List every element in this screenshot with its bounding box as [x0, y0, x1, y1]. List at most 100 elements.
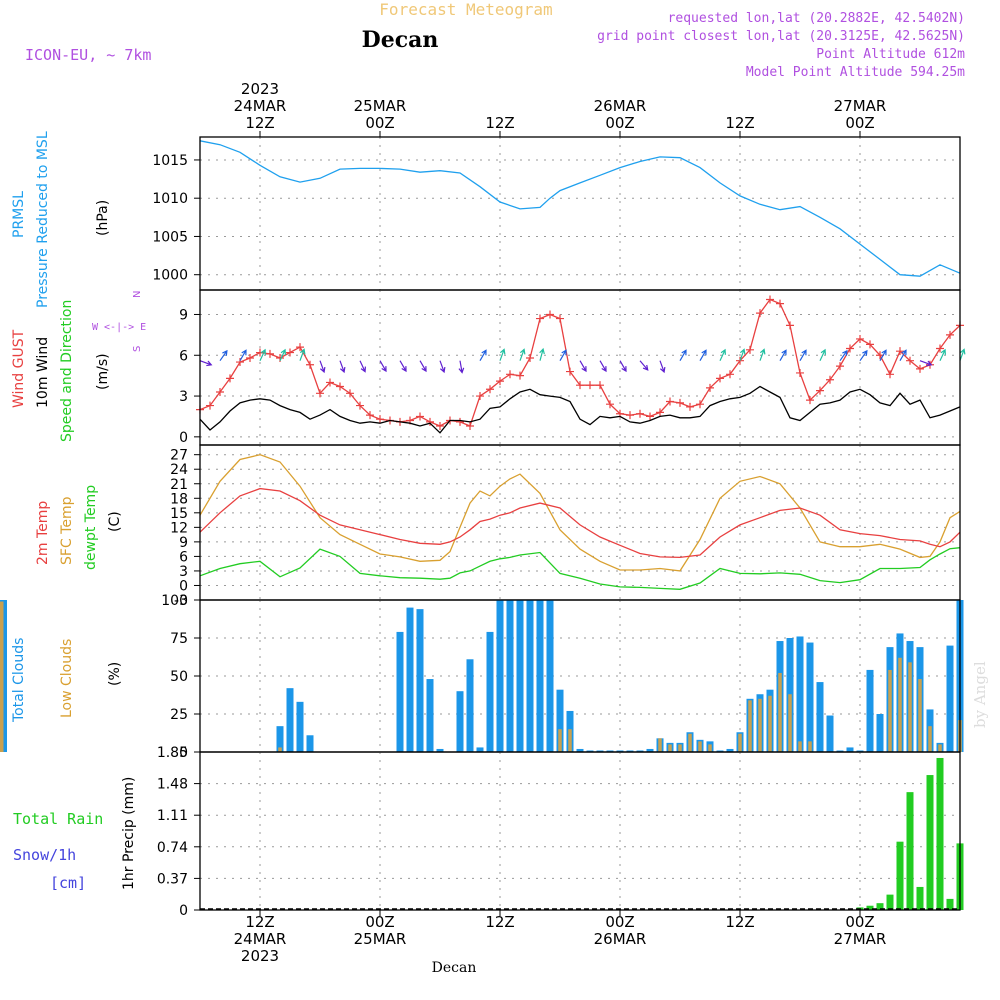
bottom-time-label: 25MAR	[354, 930, 407, 948]
clouds-bar	[596, 750, 604, 752]
wind-arrow	[379, 360, 387, 373]
credit-watermark: by Angel	[971, 661, 989, 728]
pressure-label-2: Pressure Reduced to MSL	[35, 131, 51, 308]
gust-marker	[806, 396, 814, 405]
gust-marker	[776, 299, 784, 308]
temp-ytick-label: 6	[179, 549, 188, 565]
clouds-bar	[708, 744, 712, 752]
clouds-bar	[278, 747, 282, 752]
temp-ytick-label: 3	[179, 564, 188, 580]
forecast-title: Forecast Meteogram	[379, 0, 552, 19]
bottom-time-label: 26MAR	[594, 930, 647, 948]
wind-arrow	[919, 360, 933, 367]
clouds-ytick-label: 100	[161, 593, 188, 609]
top-time-label: 00Z	[365, 114, 394, 132]
wind-arrow	[299, 348, 306, 361]
wind-arrow	[559, 349, 567, 362]
clouds-bar	[306, 735, 314, 752]
gust-marker	[256, 348, 264, 357]
clouds-bar	[908, 662, 912, 752]
temp-label-3: dewpt Temp	[83, 485, 99, 570]
cloud-label-2: Low Clouds	[59, 639, 75, 718]
temp-label-1: 2m Temp	[35, 501, 51, 565]
clouds-bar	[0, 660, 4, 752]
gust-marker	[296, 343, 304, 352]
wind-arrow	[959, 348, 966, 361]
gust-marker	[786, 321, 794, 330]
clouds-bar	[748, 700, 752, 752]
clouds-bar	[396, 631, 404, 752]
gust-marker	[526, 353, 534, 362]
temp-line-2	[199, 547, 961, 590]
clouds-bar	[856, 750, 864, 752]
bottom-time-label: 27MAR	[834, 930, 887, 948]
wind-frame	[199, 289, 961, 446]
clouds-bar	[296, 701, 304, 752]
gust-marker	[556, 314, 564, 323]
gust-marker	[286, 348, 294, 357]
gust-marker	[906, 356, 914, 365]
pressure-labels: PRMSL Pressure Reduced to MSL (hPa)	[11, 131, 111, 308]
gust-marker	[416, 412, 424, 421]
wind-ytick-label: 0	[179, 430, 188, 446]
bottom-time-label: 24MAR	[234, 930, 287, 948]
compass-n: N	[132, 291, 143, 298]
wind-arrow	[219, 349, 228, 362]
precip-bar	[906, 792, 914, 910]
clouds-bar	[778, 672, 782, 752]
clouds-bar	[456, 691, 464, 752]
footer-place: Decan	[432, 960, 477, 976]
clouds-bar	[876, 714, 884, 752]
gust-marker	[826, 375, 834, 384]
clouds-bar	[716, 750, 724, 752]
bottom-time-label: 12Z	[485, 913, 514, 931]
wind-arrow	[939, 348, 946, 361]
wind-arrow	[759, 348, 766, 361]
gust-marker	[206, 401, 214, 410]
clouds-bar	[466, 659, 474, 752]
top-time-label: 24MAR	[234, 97, 287, 115]
clouds-bar	[486, 631, 494, 752]
temp-ytick-label: 12	[170, 520, 188, 536]
gust-marker	[346, 389, 354, 398]
temp-ytick-label: 21	[170, 477, 188, 493]
gust-marker	[536, 314, 544, 323]
gust-marker	[496, 377, 504, 386]
bottom-time-label: 12Z	[245, 913, 274, 931]
clouds-bar	[816, 682, 824, 752]
precip-ytick-label: 1.48	[157, 777, 188, 793]
model-label: ICON-EU, ~ 7km	[25, 46, 151, 64]
wind-arrow	[679, 349, 687, 362]
gust-marker	[836, 362, 844, 371]
gust-marker	[856, 334, 864, 343]
gust-marker	[236, 358, 244, 367]
clouds-bar	[846, 747, 854, 752]
bottom-time-label: 12Z	[725, 913, 754, 931]
clouds-bar	[788, 694, 792, 752]
pressure-unit: (hPa)	[95, 200, 111, 236]
info-line-4: Model Point Altitude 594.25m	[746, 65, 965, 80]
clouds-bar	[738, 733, 742, 752]
gust-marker	[266, 349, 274, 358]
temp-ytick-label: 24	[170, 462, 188, 478]
clouds-bar	[626, 750, 634, 752]
gust-marker	[846, 344, 854, 353]
wind-arrow	[719, 348, 726, 361]
gust-marker	[726, 370, 734, 379]
precip-frame	[199, 751, 961, 911]
wind-arrow	[739, 348, 746, 361]
wind-arrow	[839, 349, 848, 362]
wind-label-3: Speed and Direction	[59, 300, 75, 442]
gust-marker	[516, 371, 524, 380]
wind-arrow	[579, 360, 587, 373]
clouds-ytick-label: 25	[170, 707, 188, 723]
pressure-ytick-label: 1000	[152, 268, 188, 284]
wind-label-2: 10m Wind	[35, 337, 51, 408]
gust-marker	[896, 347, 904, 356]
wind-arrow	[319, 360, 326, 374]
clouds-bar	[758, 698, 762, 752]
clouds-bar	[938, 744, 942, 752]
wind-line-0	[199, 298, 961, 427]
precip-labels: Total Rain Snow/1h [cm] 1hr Precip (mm)	[13, 777, 137, 892]
info-line-3: Point Altitude 612m	[816, 47, 965, 62]
